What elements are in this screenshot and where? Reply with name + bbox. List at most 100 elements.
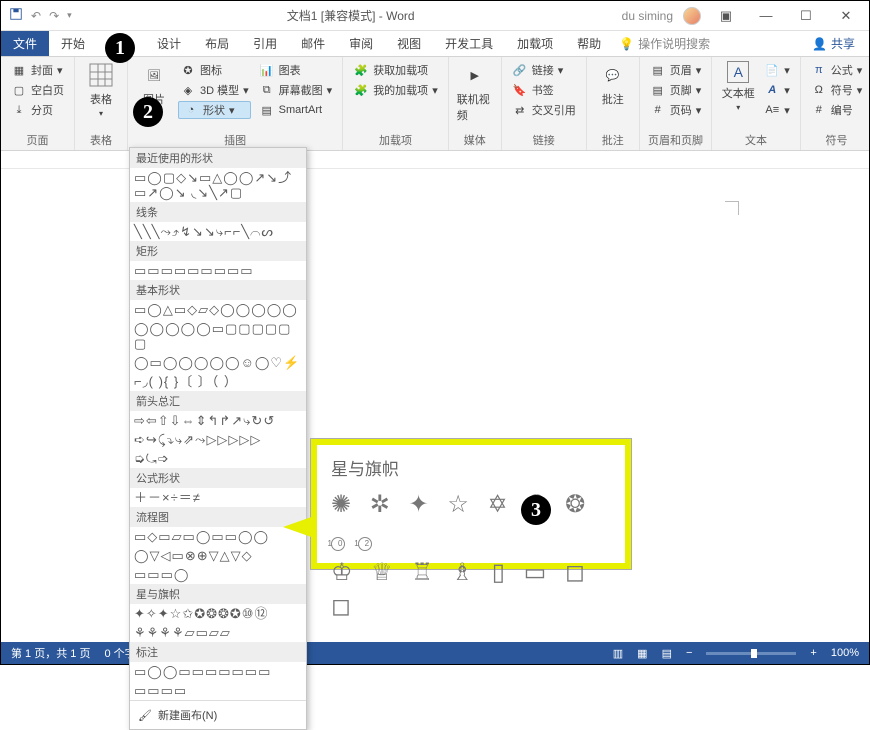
quick-access-toolbar: ↶ ↷ ▾ (1, 7, 80, 24)
dd-callouts-shapes-2[interactable]: ▭▭▭▭ (130, 681, 306, 700)
callout-row-1[interactable]: ✺ ✲ ✦ ☆ ✡ ✪ ❂ 10 12 (331, 488, 611, 556)
models-button[interactable]: ◈3D 模型 ▾ (178, 81, 251, 99)
user-name[interactable]: du siming (622, 9, 673, 23)
badge-2: 2 (133, 97, 163, 127)
link-button[interactable]: 🔗链接 ▾ (510, 61, 566, 79)
maximize-icon[interactable]: ☐ (791, 8, 821, 24)
wordart-button[interactable]: A▾ (762, 81, 792, 99)
footer-button[interactable]: ▤页脚 ▾ (648, 81, 704, 99)
dd-flowchart-shapes-3[interactable]: ▭▭▭◯ (130, 565, 306, 584)
zoom-out-icon[interactable]: − (686, 647, 692, 659)
symbol-button[interactable]: Ω符号 ▾ (809, 81, 865, 99)
tab-layout[interactable]: 布局 (193, 31, 241, 56)
dd-arrows-shapes-1[interactable]: ⇨⇦⇧⇩⇔⇕↰↱↗⤷↻↺ (130, 411, 306, 430)
tab-view[interactable]: 视图 (385, 31, 433, 56)
pagenum-button[interactable]: #页码 ▾ (648, 101, 704, 119)
page-break-button[interactable]: ⤓分页 (9, 101, 55, 119)
dd-arrows-header: 箭头总汇 (130, 391, 306, 411)
new-canvas-item[interactable]: 🖌 新建画布(N) (130, 700, 306, 729)
undo-icon[interactable]: ↶ (31, 9, 41, 23)
dd-recent-shapes[interactable]: ▭◯▢◇↘▭△◯◯↗↘⤴▭↗◯↘ ◟↘╲↗▢ (130, 168, 306, 202)
link-icon: 🔗 (512, 62, 528, 78)
number-icon: # (811, 102, 827, 118)
zoom-in-icon[interactable]: + (810, 647, 816, 659)
page-status[interactable]: 第 1 页，共 1 页 (11, 645, 90, 661)
dd-equation-shapes[interactable]: ＋－×÷＝≠ (130, 488, 306, 507)
dd-arrows-shapes-3[interactable]: ➭⤿➩ (130, 449, 306, 468)
my-addins-button[interactable]: 🧩我的加载项 ▾ (351, 81, 440, 99)
cover-page-button[interactable]: ▦封面 ▾ (9, 61, 65, 79)
redo-icon[interactable]: ↷ (49, 9, 59, 23)
tab-addins[interactable]: 加载项 (505, 31, 565, 56)
title-bar: ↶ ↷ ▾ 文档1 [兼容模式] - Word du siming ▣ — ☐ … (1, 1, 869, 31)
get-addins-button[interactable]: 🧩获取加载项 (351, 61, 430, 79)
equation-button[interactable]: π公式 ▾ (809, 61, 865, 79)
dd-stars-shapes-1[interactable]: ✦✧✦☆✩✪❂❂✪⑩⑫ (130, 604, 306, 623)
view-read-icon[interactable]: ▥ (613, 647, 623, 660)
dd-basic-shapes-1[interactable]: ▭◯△▭◇▱◇◯◯◯◯◯ (130, 300, 306, 319)
pi-icon: π (811, 62, 827, 78)
seal-12-icon[interactable]: 12 (358, 537, 372, 551)
dropcap-icon: A≡ (764, 102, 780, 118)
page-break-icon: ⤓ (11, 102, 27, 118)
dd-basic-shapes-4[interactable]: ⌐◞( ){ }〔 〕（ ） (130, 372, 306, 391)
tab-review[interactable]: 审阅 (337, 31, 385, 56)
textbox-button[interactable]: A文本框▾ (720, 61, 756, 112)
group-addins: 🧩获取加载项 🧩我的加载项 ▾ 加载项 (343, 57, 449, 150)
shapes-button[interactable]: ◔形状 ▾ (178, 101, 251, 119)
ribbon-display-icon[interactable]: ▣ (711, 8, 741, 24)
dd-rects-shapes[interactable]: ▭▭▭▭▭▭▭▭▭ (130, 261, 306, 280)
view-web-icon[interactable]: ▤ (662, 647, 672, 660)
crossref-button[interactable]: ⇄交叉引用 (510, 101, 578, 119)
chart-button[interactable]: 📊图表 (257, 61, 335, 79)
dd-lines-shapes[interactable]: ╲╲╲⤳⤴↯↘↘⤷⌐⌐╲⌒ᔕ (130, 222, 306, 241)
dd-basic-shapes-2[interactable]: ◯◯◯◯◯▭▢▢▢▢▢▢ (130, 319, 306, 353)
tab-references[interactable]: 引用 (241, 31, 289, 56)
blank-page-button[interactable]: ▢空白页 (9, 81, 66, 99)
view-print-icon[interactable]: ▦ (637, 647, 647, 660)
table-button[interactable]: 表格▾ (83, 61, 119, 118)
tab-home[interactable]: 开始 (49, 31, 97, 56)
quickparts-button[interactable]: 📄▾ (762, 61, 792, 79)
minimize-icon[interactable]: — (751, 8, 781, 23)
tab-design[interactable]: 设计 (145, 31, 193, 56)
page-margin-marker (725, 201, 739, 215)
badge-3: 3 (521, 495, 551, 525)
stars-callout: 星与旗帜 ✺ ✲ ✦ ☆ ✡ ✪ ❂ 10 12 ♔ ♕ ♖ ♗ ▯ ▭ ◻ ◻ (311, 439, 631, 569)
badge-1: 1 (105, 33, 135, 63)
dd-flowchart-shapes-2[interactable]: ◯▽◁▭⊗⊕▽△▽◇ (130, 546, 306, 565)
close-icon[interactable]: ✕ (831, 8, 861, 24)
tab-mailings[interactable]: 邮件 (289, 31, 337, 56)
comment-button[interactable]: 💬批注 (595, 61, 631, 107)
qat-dropdown-icon[interactable]: ▾ (67, 10, 72, 21)
number-button[interactable]: #编号 (809, 101, 855, 119)
group-media: ▶联机视频 媒体 (449, 57, 502, 150)
online-video-button[interactable]: ▶联机视频 (457, 61, 493, 123)
cube-icon: ◈ (180, 82, 196, 98)
tell-me-search[interactable]: 💡 操作说明搜索 (619, 31, 710, 56)
dd-recent-header: 最近使用的形状 (130, 148, 306, 168)
store-icon: 🧩 (353, 62, 369, 78)
tab-file[interactable]: 文件 (1, 31, 49, 56)
user-avatar[interactable] (683, 7, 701, 25)
bookmark-button[interactable]: 🔖书签 (510, 81, 556, 99)
callout-row-2[interactable]: ♔ ♕ ♖ ♗ ▯ ▭ ◻ ◻ (331, 556, 611, 624)
dd-arrows-shapes-2[interactable]: ➪↪⤹⤵⤷⇗⤳▷▷▷▷▷ (130, 430, 306, 449)
seal-10-icon[interactable]: 10 (331, 537, 345, 551)
tab-developer[interactable]: 开发工具 (433, 31, 505, 56)
zoom-slider[interactable] (706, 652, 796, 655)
share-button[interactable]: 👤 共享 (798, 31, 869, 56)
dd-basic-shapes-3[interactable]: ◯▭◯◯◯◯◯☺◯♡⚡ (130, 353, 306, 372)
screenshot-button[interactable]: ⧉屏幕截图 ▾ (257, 81, 335, 99)
dd-equation-header: 公式形状 (130, 468, 306, 488)
save-icon[interactable] (9, 7, 23, 24)
icons-button[interactable]: ✪图标 (178, 61, 251, 79)
smartart-button[interactable]: ▤SmartArt (257, 101, 335, 119)
dd-flowchart-shapes-1[interactable]: ▭◇▭▱▭◯▭▭◯◯ (130, 527, 306, 546)
zoom-level[interactable]: 100% (831, 647, 859, 659)
dd-stars-shapes-2[interactable]: ⚘⚘⚘⚘▱▭▱▱ (130, 623, 306, 642)
share-icon: 👤 (812, 37, 827, 51)
dropcap-button[interactable]: A≡▾ (762, 101, 792, 119)
tab-help[interactable]: 帮助 (565, 31, 613, 56)
header-button[interactable]: ▤页眉 ▾ (648, 61, 704, 79)
